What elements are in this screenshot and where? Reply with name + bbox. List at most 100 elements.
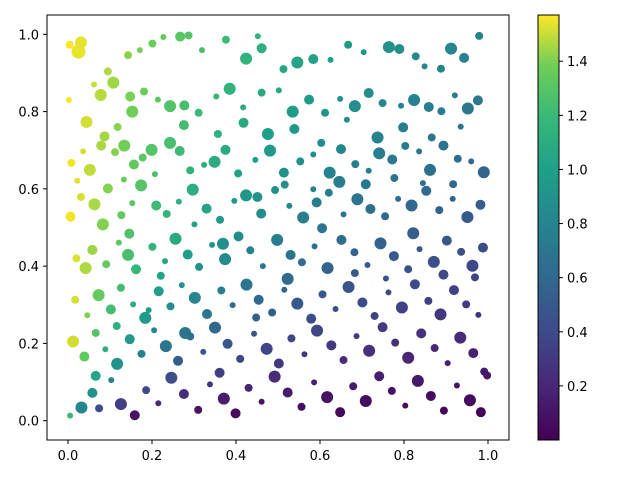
data-point: [124, 51, 133, 60]
data-point: [166, 302, 175, 311]
data-point: [102, 346, 109, 353]
data-point: [461, 211, 474, 224]
colorbar-tick-label: 0.8: [567, 218, 588, 233]
data-point: [65, 40, 74, 49]
data-point: [435, 206, 444, 215]
data-point: [466, 259, 479, 272]
data-point: [216, 215, 225, 224]
data-point: [321, 262, 334, 275]
data-point: [407, 227, 420, 240]
data-point: [459, 52, 470, 63]
data-point: [453, 154, 462, 163]
data-point: [427, 255, 440, 268]
data-point: [214, 367, 225, 378]
data-point: [260, 342, 273, 355]
data-point: [436, 64, 445, 73]
data-point: [162, 258, 169, 265]
data-point: [439, 406, 448, 415]
data-point: [124, 228, 135, 239]
data-point: [75, 36, 88, 49]
data-point: [154, 96, 161, 103]
data-point: [90, 370, 101, 381]
data-point: [271, 186, 280, 195]
data-point: [430, 344, 439, 353]
data-point: [240, 52, 253, 65]
data-point: [371, 131, 384, 144]
data-point: [264, 144, 277, 157]
data-point: [434, 308, 447, 321]
colorbar-tick-label: 0.6: [567, 272, 588, 287]
data-point: [80, 116, 93, 129]
data-point: [240, 278, 253, 291]
data-point: [411, 374, 424, 387]
data-point: [336, 234, 347, 245]
data-point: [381, 212, 390, 221]
data-point: [223, 82, 236, 95]
data-point: [116, 283, 125, 292]
data-point: [200, 348, 207, 355]
x-tick-label: 0.0: [58, 449, 79, 464]
data-point: [155, 400, 162, 407]
y-tick-label: 0.8: [18, 106, 39, 121]
data-point: [178, 120, 189, 131]
data-point: [453, 382, 460, 389]
data-point: [153, 286, 164, 297]
data-point: [217, 286, 226, 295]
data-point: [477, 166, 490, 179]
data-point: [444, 360, 451, 367]
data-point: [219, 253, 232, 266]
data-point: [175, 198, 182, 205]
colorbar-tick-label: 1.2: [567, 109, 588, 124]
data-point: [251, 330, 258, 337]
data-point: [231, 197, 238, 204]
data-point: [402, 351, 415, 364]
data-point: [179, 100, 190, 111]
data-point: [335, 407, 346, 418]
data-point: [401, 141, 410, 150]
data-point: [360, 179, 371, 190]
data-point: [88, 198, 101, 211]
data-point: [374, 371, 385, 382]
data-point: [438, 140, 449, 151]
data-point: [416, 246, 423, 253]
data-point: [365, 167, 372, 174]
data-point: [448, 285, 459, 296]
data-point: [416, 148, 423, 155]
y-tick-label: 1.0: [18, 28, 39, 43]
data-point: [252, 313, 261, 322]
data-point: [151, 327, 158, 334]
data-point: [114, 398, 127, 411]
data-point: [83, 163, 96, 176]
data-point: [475, 31, 484, 40]
data-point: [317, 223, 328, 234]
data-point: [391, 338, 400, 347]
data-point: [282, 387, 293, 398]
data-point: [336, 144, 346, 155]
data-point: [344, 40, 353, 49]
data-point: [382, 41, 395, 54]
data-point: [191, 221, 198, 228]
data-point: [395, 301, 408, 314]
data-point: [445, 42, 458, 55]
data-point: [79, 351, 90, 362]
data-point: [268, 308, 277, 317]
data-point: [339, 356, 348, 365]
data-points: [65, 31, 492, 421]
data-point: [195, 262, 204, 271]
data-point: [308, 54, 319, 65]
data-point: [111, 357, 124, 370]
data-point: [419, 180, 426, 187]
data-point: [306, 313, 317, 324]
data-point: [87, 387, 98, 398]
data-point: [256, 208, 267, 219]
colorbar-tick-label: 1.4: [567, 55, 588, 70]
data-point: [454, 331, 467, 344]
data-point: [291, 297, 304, 310]
data-point: [350, 248, 359, 257]
data-point: [240, 189, 253, 202]
data-point: [416, 328, 427, 339]
data-point: [67, 158, 76, 167]
data-point: [102, 260, 111, 269]
data-point: [289, 123, 300, 134]
